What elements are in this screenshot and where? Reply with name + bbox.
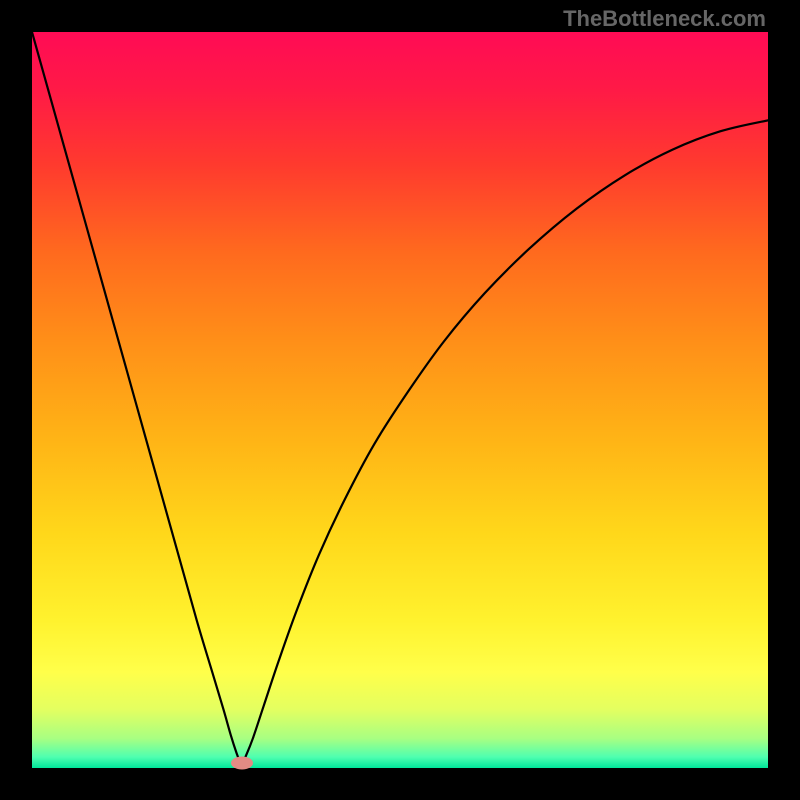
watermark-text: TheBottleneck.com xyxy=(563,6,766,32)
plot-area xyxy=(32,32,768,768)
chart-container: TheBottleneck.com xyxy=(0,0,800,800)
optimal-point-marker xyxy=(231,756,253,769)
bottleneck-curve xyxy=(32,32,768,768)
